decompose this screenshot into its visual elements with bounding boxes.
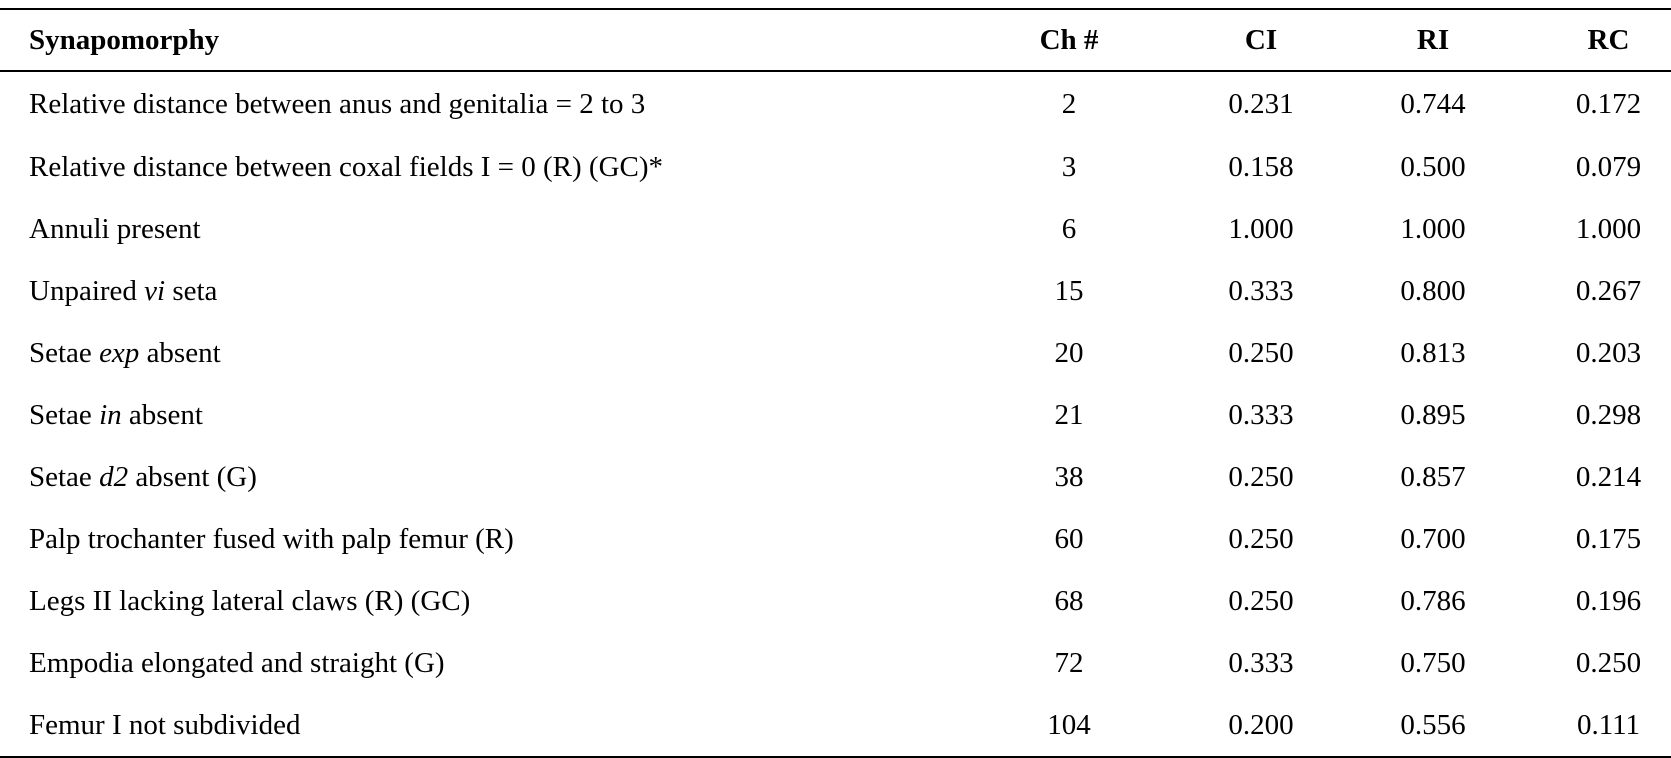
ch-number-cell: 104 [1047, 708, 1091, 741]
ri-cell: 0.750 [1400, 646, 1466, 679]
ri-cell: 1.000 [1400, 212, 1466, 245]
rc-cell: 0.079 [1575, 150, 1642, 183]
ch-number-cell: 2 [1061, 87, 1077, 120]
ci-cell: 0.231 [1228, 87, 1294, 120]
synapomorphy-text-pre: Legs II lacking lateral claws (R) (GC) [29, 584, 471, 617]
ri-cell: 0.700 [1400, 522, 1466, 555]
ri-cell: 0.744 [1400, 87, 1466, 120]
rc-cell: 0.267 [1575, 274, 1642, 307]
table-header: Synapomorphy Ch # CI RI RC [0, 9, 1671, 71]
table-body: Relative distance between anus and genit… [0, 71, 1671, 757]
header-ch-number: Ch # [1039, 23, 1099, 56]
ch-number-cell: 60 [1054, 522, 1084, 555]
table-row: Setae exp absent 20 0.250 0.813 0.203 [0, 322, 1671, 384]
synapomorphy-cell: Relative distance between coxal fields I… [0, 136, 959, 198]
synapomorphy-text-ital: exp [99, 336, 140, 369]
synapomorphy-cell: Empodia elongated and straight (G) [0, 632, 959, 694]
rc-cell: 0.111 [1576, 708, 1641, 741]
synapomorphy-text-pre: Palp trochanter fused with palp femur (R… [29, 522, 514, 555]
synapomorphy-cell: Relative distance between anus and genit… [0, 71, 959, 136]
rc-cell: 0.175 [1575, 522, 1642, 555]
synapomorphy-text-pre: Relative distance between anus and genit… [29, 87, 646, 120]
header-ri: RI [1416, 23, 1450, 56]
ci-cell: 0.333 [1228, 274, 1294, 307]
ci-cell: 1.000 [1228, 212, 1294, 245]
synapomorphy-text-pre: Femur I not subdivided [29, 708, 301, 741]
synapomorphy-cell: Palp trochanter fused with palp femur (R… [0, 508, 959, 570]
ci-cell: 0.250 [1228, 522, 1294, 555]
ri-cell: 0.786 [1400, 584, 1466, 617]
synapomorphy-cell: Annuli present [0, 198, 959, 260]
synapomorphy-text-pre: Setae [29, 398, 100, 431]
ri-cell: 0.500 [1400, 150, 1466, 183]
synapomorphy-table: Synapomorphy Ch # CI RI RC Relative dist… [0, 8, 1671, 758]
table-row: Femur I not subdivided 104 0.200 0.556 0.111 [0, 694, 1671, 757]
table-row: Relative distance between coxal fields I… [0, 136, 1671, 198]
rc-cell: 0.196 [1575, 584, 1642, 617]
table-row: Palp trochanter fused with palp femur (R… [0, 508, 1671, 570]
ch-number-cell: 68 [1054, 584, 1084, 617]
ri-cell: 0.556 [1400, 708, 1466, 741]
table-row: Setae in absent 21 0.333 0.895 0.298 [0, 384, 1671, 446]
rc-cell: 0.203 [1575, 336, 1642, 369]
synapomorphy-text-post: absent (G) [128, 460, 257, 493]
ci-cell: 0.250 [1228, 460, 1294, 493]
synapomorphy-table-container: Synapomorphy Ch # CI RI RC Relative dist… [0, 8, 1671, 758]
ci-cell: 0.158 [1228, 150, 1294, 183]
rc-cell: 0.214 [1575, 460, 1642, 493]
synapomorphy-text-pre: Annuli present [29, 212, 201, 245]
synapomorphy-cell: Legs II lacking lateral claws (R) (GC) [0, 570, 959, 632]
ci-cell: 0.200 [1228, 708, 1294, 741]
table-row: Relative distance between anus and genit… [0, 71, 1671, 136]
header-row: Synapomorphy Ch # CI RI RC [0, 9, 1671, 71]
synapomorphy-cell: Setae in absent [0, 384, 959, 446]
ch-number-cell: 3 [1061, 150, 1077, 183]
synapomorphy-cell: Setae exp absent [0, 322, 959, 384]
rc-cell: 1.000 [1575, 212, 1642, 245]
ch-number-cell: 20 [1054, 336, 1084, 369]
ci-cell: 0.250 [1228, 584, 1294, 617]
synapomorphy-cell: Femur I not subdivided [0, 694, 959, 757]
ci-cell: 0.250 [1228, 336, 1294, 369]
synapomorphy-text-ital: in [99, 398, 122, 431]
ch-number-cell: 6 [1061, 212, 1077, 245]
table-row: Annuli present 6 1.000 1.000 1.000 [0, 198, 1671, 260]
synapomorphy-text-ital: d2 [99, 460, 129, 493]
table-row: Legs II lacking lateral claws (R) (GC) 68… [0, 570, 1671, 632]
table-row: Setae d2 absent (G) 38 0.250 0.857 0.214 [0, 446, 1671, 508]
synapomorphy-text-ital: vi [144, 274, 166, 307]
synapomorphy-text-pre: Setae [29, 460, 100, 493]
ri-cell: 0.895 [1400, 398, 1466, 431]
rc-cell: 0.172 [1575, 87, 1642, 120]
rc-cell: 0.250 [1575, 646, 1642, 679]
ch-number-cell: 72 [1054, 646, 1084, 679]
synapomorphy-text-pre: Empodia elongated and straight (G) [29, 646, 445, 679]
ci-cell: 0.333 [1228, 646, 1294, 679]
ri-cell: 0.857 [1400, 460, 1466, 493]
header-rc: RC [1587, 23, 1630, 56]
synapomorphy-text-post: seta [165, 274, 218, 307]
table-row: Unpaired vi seta 15 0.333 0.800 0.267 [0, 260, 1671, 322]
header-synapomorphy: Synapomorphy [29, 23, 220, 56]
ci-cell: 0.333 [1228, 398, 1294, 431]
synapomorphy-text-pre: Relative distance between coxal fields I… [29, 150, 664, 183]
synapomorphy-text-pre: Setae [29, 336, 100, 369]
ch-number-cell: 38 [1054, 460, 1084, 493]
table-row: Empodia elongated and straight (G) 72 0.33… [0, 632, 1671, 694]
rc-cell: 0.298 [1575, 398, 1642, 431]
synapomorphy-cell: Setae d2 absent (G) [0, 446, 959, 508]
synapomorphy-text-pre: Unpaired [29, 274, 145, 307]
ch-number-cell: 21 [1054, 398, 1084, 431]
synapomorphy-text-post: absent [121, 398, 203, 431]
synapomorphy-text-post: absent [139, 336, 221, 369]
ri-cell: 0.800 [1400, 274, 1466, 307]
synapomorphy-cell: Unpaired vi seta [0, 260, 959, 322]
header-ci: CI [1244, 23, 1278, 56]
ch-number-cell: 15 [1054, 274, 1084, 307]
ri-cell: 0.813 [1400, 336, 1466, 369]
